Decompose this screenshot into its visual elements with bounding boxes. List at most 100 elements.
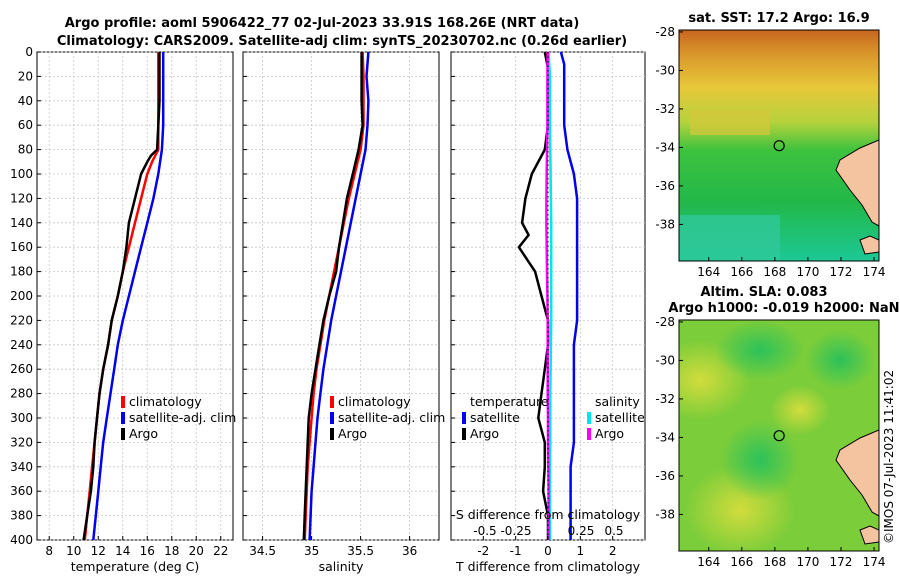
ytick-label: 280: [10, 387, 33, 401]
xtick-label: 35.5: [347, 544, 374, 558]
map-xtick-label: 174: [863, 265, 886, 279]
legend-swatch-climatology: [330, 396, 334, 408]
ytick-label: 40: [18, 94, 33, 108]
ytick-label: 400: [10, 533, 33, 547]
legend-label-argo: Argo: [338, 426, 367, 441]
map-ytick-label: -28: [655, 25, 675, 39]
legend-label-salinity-argo: Argo: [595, 426, 624, 441]
map-xtick-label: 166: [730, 555, 753, 569]
island: [859, 525, 879, 545]
sla-high-blob: [770, 385, 830, 435]
xtick-label: 22: [213, 544, 228, 558]
top-tick: 0.25: [568, 524, 595, 538]
map-xtick-label: 164: [697, 555, 720, 569]
difference-top-ticks: -0.5 -0.25 0.25 0.5: [473, 524, 623, 538]
legend-label-argo: Argo: [470, 426, 499, 441]
ytick-label: 160: [10, 240, 33, 254]
ytick-label: 120: [10, 191, 33, 205]
sla-map-image: [679, 320, 879, 551]
legend-swatch-argo: [330, 428, 334, 440]
ytick-label: 180: [10, 265, 33, 279]
map-xtick-label: 170: [796, 265, 819, 279]
xtick-label: 1: [577, 544, 585, 558]
ytick-label: 380: [10, 509, 33, 523]
map-ytick-label: -36: [655, 469, 675, 483]
ytick-label: 140: [10, 216, 33, 230]
ytick-label: 340: [10, 460, 33, 474]
sla-map-panel: Altim. SLA: 0.083 Argo h1000: -0.019 h20…: [655, 285, 899, 569]
xtick-label: 2: [609, 544, 617, 558]
map-xtick-label: 164: [697, 265, 720, 279]
map-xtick-label: 166: [730, 265, 753, 279]
map-xtick-label: 174: [863, 555, 886, 569]
legend-label-satellite: satellite-adj. clim: [129, 410, 236, 425]
salinity-legend: climatology satellite-adj. clim Argo: [330, 394, 445, 441]
temperature-diff-legend: temperature satellite Argo: [462, 394, 549, 441]
xtick-label: 34.5: [249, 544, 276, 558]
salinity-diff-legend: salinity satellite Argo: [587, 394, 645, 441]
map-ytick-label: -34: [655, 430, 675, 444]
ytick-label: 100: [10, 167, 33, 181]
legend-swatch-salinity-satellite: [587, 412, 591, 424]
sla-map-title-line2: Argo h1000: -0.019 h2000: NaN: [668, 301, 899, 316]
sst-map-title: sat. SST: 17.2 Argo: 16.9: [688, 11, 869, 26]
ytick-label: 240: [10, 338, 33, 352]
xtick-label: 20: [189, 544, 204, 558]
coastline-land: [835, 429, 879, 517]
ytick-label: 360: [10, 484, 33, 498]
sst-cool-patch: [680, 215, 780, 261]
xtick-label: 18: [164, 544, 179, 558]
map-xtick-label: 172: [830, 555, 853, 569]
difference-xlabel: T difference from climatology: [455, 559, 641, 574]
legend-swatch-argo: [462, 428, 466, 440]
salinity-xlabel: salinity: [319, 559, 364, 574]
figure-title-line2: Climatology: CARS2009. Satellite-adj cli…: [57, 34, 627, 49]
legend-label-argo: Argo: [129, 426, 158, 441]
map-ytick-label: -36: [655, 179, 675, 193]
legend-label-satellite: satellite: [470, 410, 520, 425]
map-xtick-label: 168: [763, 265, 786, 279]
sla-map-title-line1: Altim. SLA: 0.083: [701, 285, 828, 300]
difference-panel: -2 -1 0 1 2 T difference from climatology S …: [450, 51, 646, 574]
legend-swatch-satellite: [330, 412, 334, 424]
top-tick: 0.5: [604, 524, 623, 538]
figure-title-line1: Argo profile: aoml 5906422_77 02-Jul-202…: [65, 16, 580, 31]
sla-low-blob: [720, 420, 800, 500]
ytick-label: 80: [18, 143, 33, 157]
imos-timestamp: ©IMOS 07-Jul-2023 11:41:02: [882, 370, 896, 544]
ytick-label: 320: [10, 435, 33, 449]
ytick-label: 60: [18, 118, 33, 132]
legend-swatch-satellite: [121, 412, 125, 424]
salinity-panel: 34.5 35 35.5 36 salinity climatology satell…: [242, 51, 445, 574]
legend-label-satellite: satellite-adj. clim: [338, 410, 445, 425]
xtick-label: 10: [66, 544, 81, 558]
top-tick: -0.5: [473, 524, 496, 538]
xtick-label: 35: [304, 544, 319, 558]
coastline-land: [835, 139, 879, 227]
xtick-label: 8: [45, 544, 53, 558]
map-ytick-label: -30: [655, 63, 675, 77]
ytick-label: 300: [10, 411, 33, 425]
sst-map-frame: [678, 29, 880, 262]
sla-low-blob: [715, 320, 805, 380]
series-line-satellite-adj-clim: [308, 51, 370, 541]
xtick-label: -2: [477, 544, 489, 558]
sst-map-panel: sat. SST: 17.2 Argo: 16.9 164 166 168 170 17…: [655, 11, 885, 279]
sst-warm-patch: [690, 110, 770, 135]
temperature-xlabel: temperature (deg C): [71, 559, 200, 574]
map-ytick-label: -32: [655, 102, 675, 116]
legend-swatch-satellite: [462, 412, 466, 424]
legend-label-climatology: climatology: [338, 394, 411, 409]
argo-position-marker: [773, 430, 785, 442]
legend-swatch-argo: [121, 428, 125, 440]
temperature-panel: 0 20 40 60 80 100 120 140 160 180 200 220 240 260 280 3…: [10, 45, 236, 574]
sla-map-frame: [678, 319, 880, 552]
map-ytick-label: -28: [655, 315, 675, 329]
series-line-argo: [82, 52, 161, 541]
ytick-label: 20: [18, 69, 33, 83]
xtick-label: 14: [115, 544, 130, 558]
xtick-label: -1: [510, 544, 522, 558]
legend-heading-temperature: temperature: [470, 394, 549, 409]
map-ytick-label: -32: [655, 392, 675, 406]
